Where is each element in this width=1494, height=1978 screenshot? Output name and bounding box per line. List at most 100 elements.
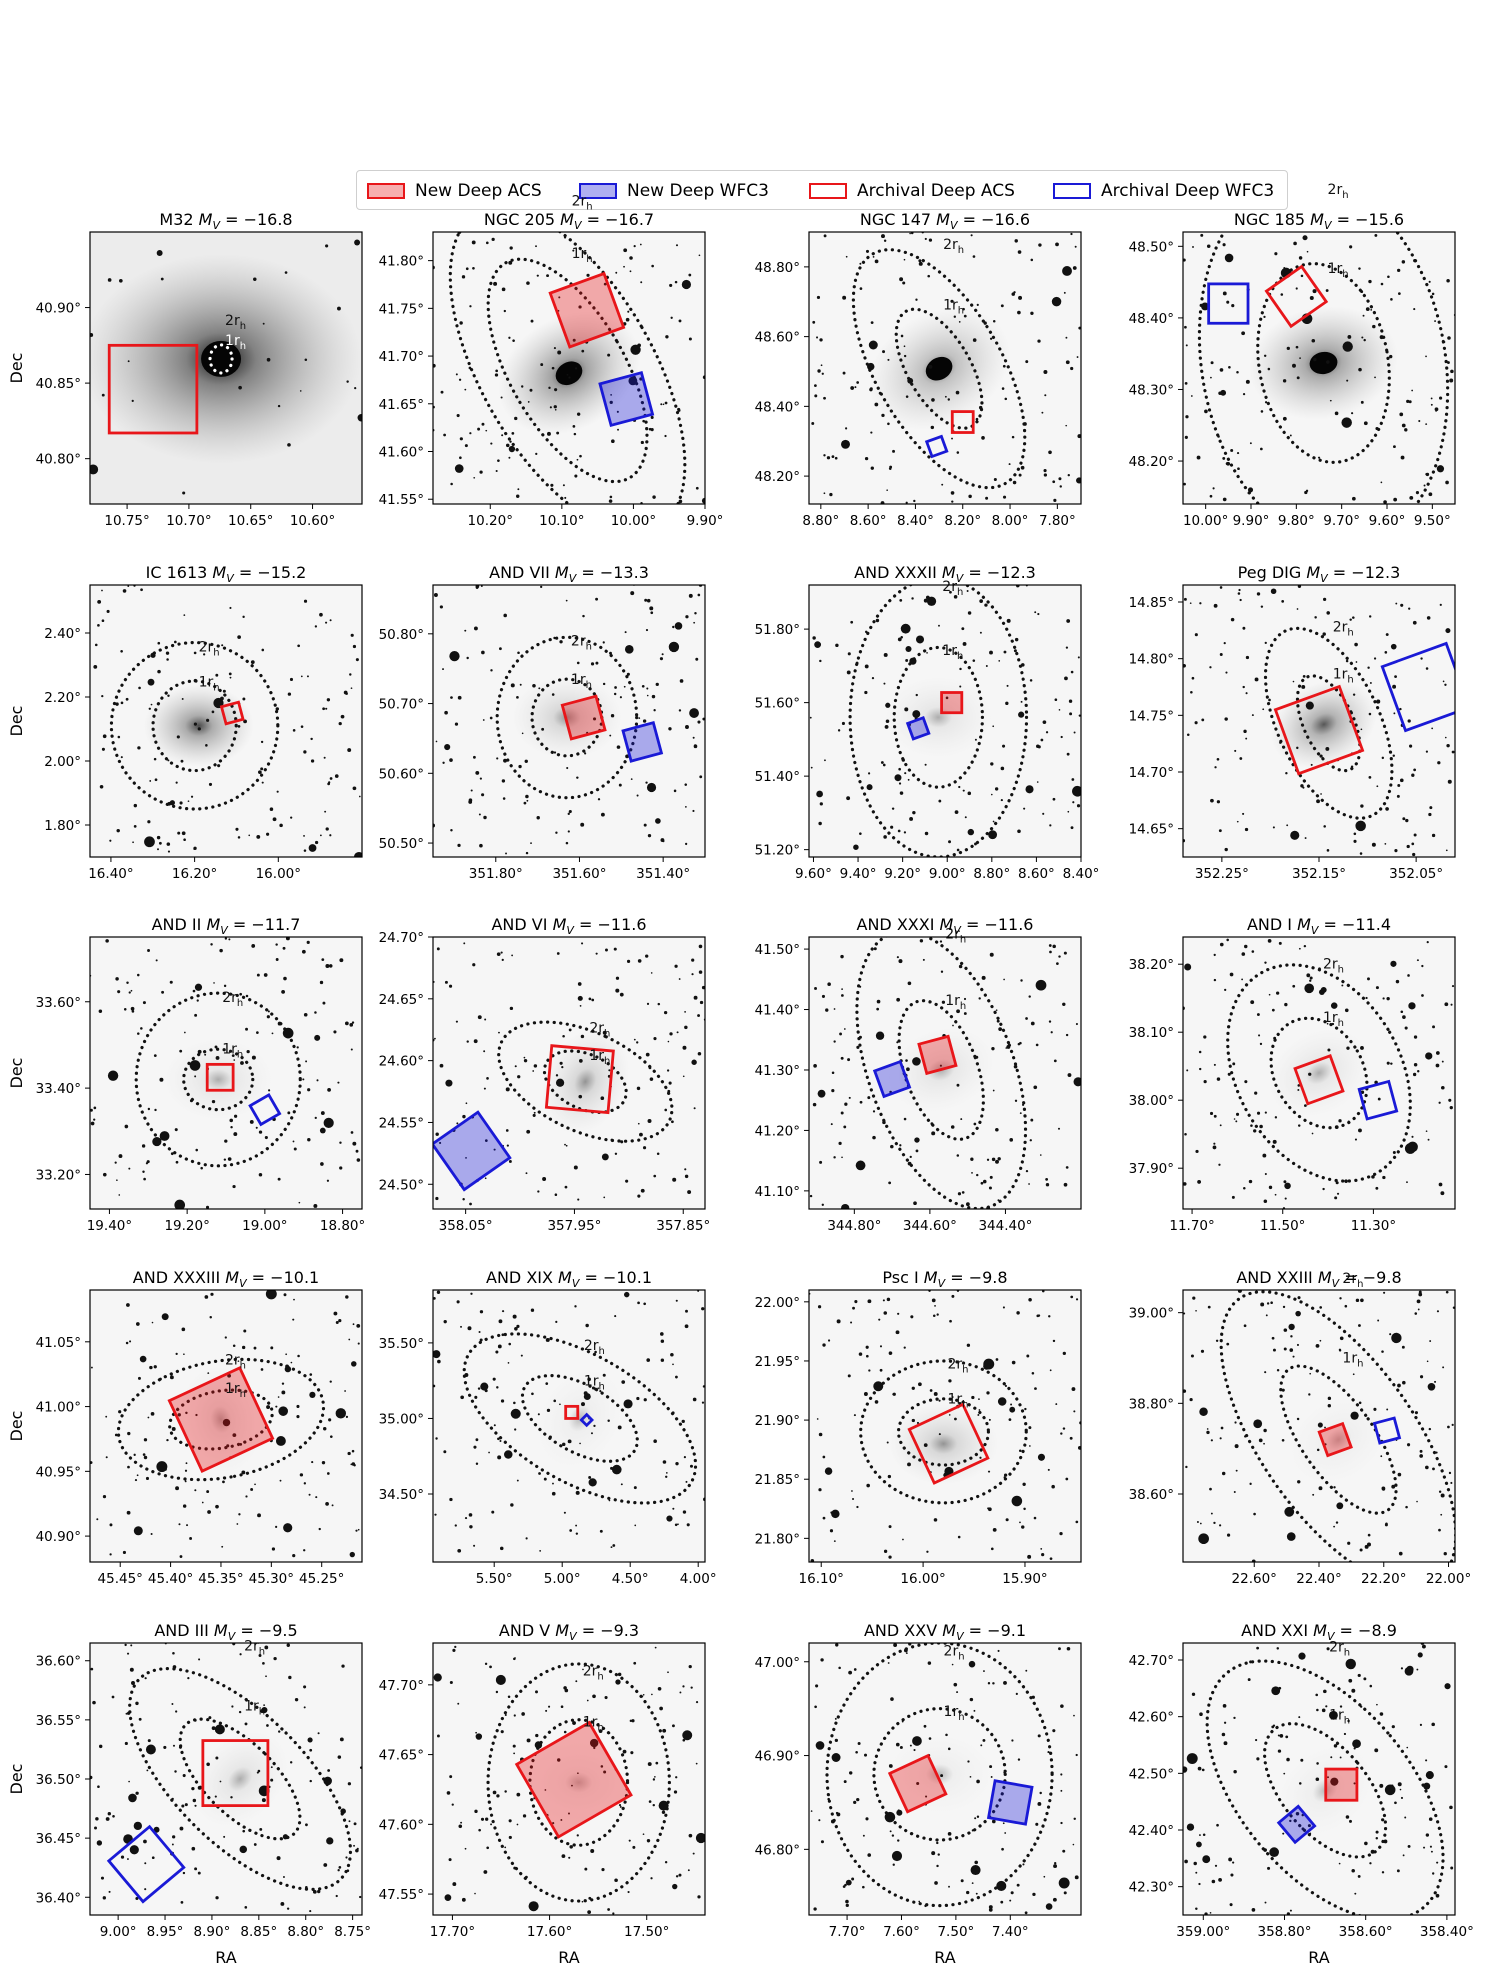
star bbox=[147, 1739, 151, 1743]
star bbox=[1406, 844, 1410, 849]
star bbox=[876, 1007, 880, 1011]
star bbox=[645, 781, 648, 784]
star bbox=[221, 1545, 224, 1548]
star bbox=[845, 255, 848, 258]
star bbox=[179, 801, 183, 805]
star bbox=[1406, 1181, 1408, 1184]
star bbox=[880, 761, 884, 764]
star bbox=[1270, 588, 1277, 595]
star bbox=[697, 593, 701, 597]
star bbox=[456, 1300, 460, 1304]
star bbox=[501, 1333, 505, 1337]
star bbox=[233, 1132, 238, 1137]
y-tick-label: 35.00° bbox=[379, 1411, 424, 1427]
star bbox=[310, 737, 313, 741]
star bbox=[581, 942, 584, 945]
star bbox=[555, 1078, 565, 1087]
x-tick-label: 8.80° bbox=[973, 866, 1010, 882]
star bbox=[655, 1761, 659, 1765]
star bbox=[647, 1762, 652, 1767]
star bbox=[963, 314, 967, 318]
ellipse-1rh bbox=[896, 1397, 991, 1467]
star bbox=[211, 710, 215, 714]
star bbox=[892, 1392, 896, 1396]
star bbox=[666, 1069, 670, 1072]
ellipse-1rh bbox=[1256, 262, 1391, 464]
y-tick-label: 14.85° bbox=[1129, 595, 1174, 611]
star bbox=[245, 1495, 248, 1498]
star bbox=[154, 778, 158, 782]
star bbox=[814, 641, 821, 648]
star bbox=[1325, 1705, 1328, 1708]
star bbox=[439, 605, 443, 609]
star bbox=[319, 612, 323, 617]
star bbox=[1434, 407, 1439, 412]
star bbox=[947, 1747, 951, 1751]
star bbox=[251, 944, 256, 948]
star bbox=[909, 1155, 912, 1158]
star bbox=[568, 376, 571, 379]
y-tick-label: 38.20° bbox=[1129, 957, 1174, 973]
star bbox=[1248, 1179, 1253, 1184]
star bbox=[890, 825, 894, 829]
star bbox=[607, 1419, 610, 1422]
star bbox=[1357, 1673, 1361, 1678]
x-tick-label: 8.20° bbox=[944, 513, 981, 529]
star bbox=[206, 718, 210, 722]
star bbox=[143, 1455, 148, 1460]
star bbox=[220, 696, 224, 701]
star bbox=[481, 793, 485, 797]
star bbox=[129, 1845, 139, 1855]
star bbox=[1438, 1528, 1441, 1532]
star bbox=[1286, 1532, 1296, 1541]
y-tick-label: 41.00° bbox=[36, 1400, 81, 1416]
star bbox=[1281, 1388, 1285, 1392]
star bbox=[500, 951, 503, 954]
star bbox=[290, 816, 293, 819]
star bbox=[882, 350, 886, 354]
star bbox=[911, 1418, 915, 1423]
star bbox=[489, 1665, 492, 1669]
star bbox=[940, 970, 944, 973]
star bbox=[144, 1862, 147, 1865]
star bbox=[513, 1657, 516, 1661]
star bbox=[275, 1436, 286, 1446]
star bbox=[911, 1386, 915, 1390]
star bbox=[1020, 465, 1025, 470]
star bbox=[526, 799, 529, 802]
star bbox=[171, 1843, 174, 1846]
star bbox=[230, 1796, 233, 1799]
star bbox=[312, 1889, 317, 1894]
star bbox=[933, 1518, 938, 1522]
star bbox=[1009, 1138, 1014, 1142]
star bbox=[1384, 843, 1387, 845]
star bbox=[636, 1396, 640, 1401]
star bbox=[497, 459, 500, 463]
star bbox=[516, 695, 519, 699]
star bbox=[504, 1713, 507, 1716]
star bbox=[1022, 1482, 1026, 1486]
star bbox=[303, 599, 308, 603]
star bbox=[1072, 266, 1077, 270]
star bbox=[1314, 616, 1317, 619]
star bbox=[224, 1139, 228, 1143]
star bbox=[584, 752, 587, 755]
star bbox=[1406, 1665, 1414, 1673]
star bbox=[454, 722, 459, 726]
star bbox=[938, 624, 940, 627]
star bbox=[498, 1031, 500, 1034]
star bbox=[323, 1117, 334, 1128]
star bbox=[1191, 676, 1195, 680]
star bbox=[905, 501, 908, 504]
star bbox=[891, 1850, 903, 1862]
star bbox=[214, 1795, 217, 1798]
star bbox=[1277, 1749, 1282, 1753]
star bbox=[1284, 1197, 1287, 1200]
star bbox=[951, 437, 953, 440]
star bbox=[357, 1342, 360, 1345]
star bbox=[1264, 1901, 1267, 1904]
star bbox=[987, 1682, 991, 1685]
star bbox=[1062, 1849, 1066, 1853]
star bbox=[579, 1442, 581, 1445]
